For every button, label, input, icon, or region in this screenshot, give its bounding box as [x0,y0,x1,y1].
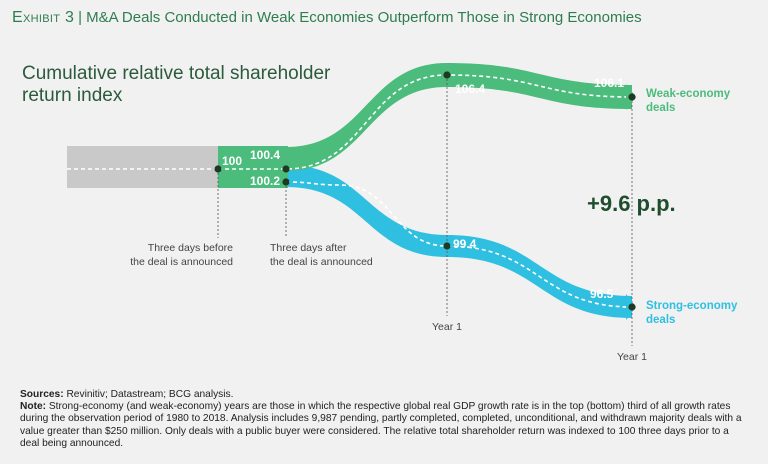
chart-title-line-2: return index [22,85,123,106]
note-line: Note: Strong-economy (and weak-economy) … [20,401,750,450]
note-label: Note: [20,401,47,413]
data-points [214,71,636,311]
weak-value-label-1: 100.4 [250,148,280,162]
point-start [214,165,222,173]
category-label-0-line-2: the deal is announced [130,256,233,268]
exhibit-title-text: M&A Deals Conducted in Weak Economies Ou… [86,9,642,26]
difference-label: +9.6 p.p. [587,191,676,216]
baseline-band [67,146,219,188]
exhibit-label: Exhibit 3 [12,9,75,26]
category-leader-lines [217,75,633,346]
point-weak-3 [628,93,636,101]
category-label-1-line-2: the deal is announced [270,256,373,268]
strong-value-label-3: 96.5 [590,287,614,301]
strong-economy-band [218,164,632,318]
category-label-1-line-1: Three days after [270,242,347,254]
strong-value-label-1: 100.2 [250,174,280,188]
weak-value-label-0: 100 [222,154,242,168]
category-label-2: Year 1 [432,321,462,333]
strong-economy-dashed-line [285,181,633,308]
weak-series-label-line-1: Weak-economy [646,88,731,100]
weak-economy-band [218,63,632,171]
point-strong-3 [628,303,636,311]
chart-title-line-1: Cumulative relative total shareholder [22,63,331,84]
category-label-0-line-1: Three days before [148,242,233,254]
chart: Cumulative relative total shareholder re… [22,63,738,363]
sources-line: Sources: Revinitiv; Datastream; BCG anal… [20,389,750,401]
category-label-3: Year 1 [617,351,647,363]
sources-text: Revinitiv; Datastream; BCG analysis. [66,389,234,400]
title-separator: | [78,9,83,26]
point-strong-2 [443,242,451,250]
point-weak-1 [282,165,290,173]
weak-economy-dashed-line [217,74,633,170]
weak-value-label-2: 106.4 [455,82,485,96]
footer: Sources: Revinitiv; Datastream; BCG anal… [20,389,750,450]
note-text: Strong-economy (and weak-economy) years … [20,401,742,449]
weak-value-label-3: 106.1 [594,76,624,90]
strong-series-label-line-1: Strong-economy [646,300,738,312]
sources-label: Sources: [20,389,64,400]
strong-value-label-2: 99.4 [453,237,477,251]
point-weak-2 [443,71,451,79]
exhibit-title: Exhibit 3 | M&A Deals Conducted in Weak Ec… [12,9,752,27]
weak-series-label-line-2: deals [646,102,675,114]
point-strong-1 [282,178,290,186]
strong-series-label-line-2: deals [646,314,675,326]
